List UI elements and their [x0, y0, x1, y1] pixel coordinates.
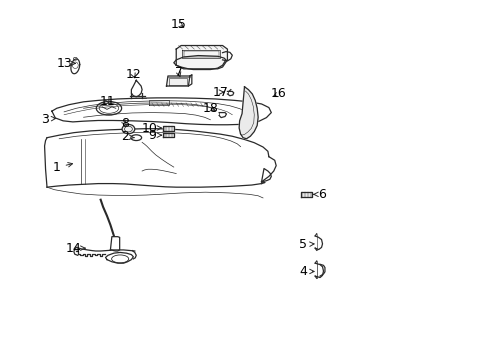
Text: 8: 8: [121, 117, 129, 130]
Text: 13: 13: [56, 57, 75, 70]
Text: 4: 4: [299, 265, 313, 278]
Text: 3: 3: [41, 113, 56, 126]
Circle shape: [122, 125, 135, 134]
Polygon shape: [301, 192, 311, 197]
Polygon shape: [239, 87, 258, 139]
Text: 18: 18: [202, 102, 218, 115]
Polygon shape: [166, 76, 189, 86]
Text: 16: 16: [270, 87, 286, 100]
Text: 1: 1: [53, 161, 72, 174]
Text: 7: 7: [174, 66, 183, 79]
Text: 5: 5: [298, 238, 313, 251]
Text: 9: 9: [147, 129, 162, 142]
Text: 14: 14: [66, 242, 85, 255]
Text: 11: 11: [100, 95, 116, 108]
Polygon shape: [176, 45, 227, 69]
Text: 6: 6: [312, 188, 326, 201]
Text: 17: 17: [212, 86, 227, 99]
Polygon shape: [162, 126, 174, 131]
Polygon shape: [162, 133, 174, 137]
Text: 2: 2: [121, 130, 134, 144]
Text: 10: 10: [141, 122, 161, 135]
Text: 12: 12: [125, 68, 141, 81]
Text: 15: 15: [170, 18, 186, 31]
